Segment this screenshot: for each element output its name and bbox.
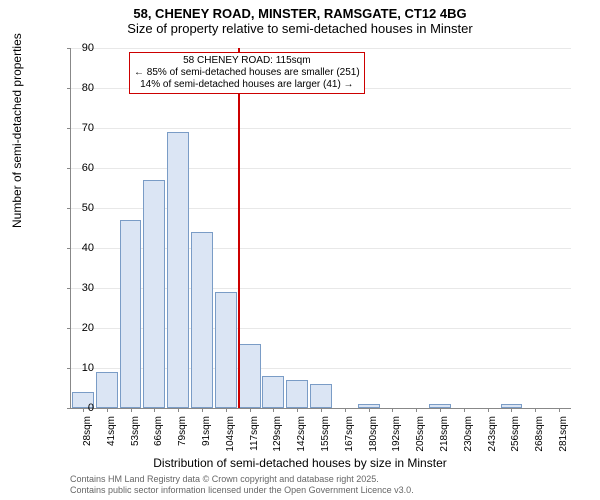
ytick-label: 30 <box>64 282 94 294</box>
ytick-label: 70 <box>64 122 94 134</box>
xtick-label: 28sqm <box>82 416 93 456</box>
histogram-bar <box>143 180 165 408</box>
histogram-bar <box>239 344 261 408</box>
xtick-label: 281sqm <box>558 416 569 456</box>
xtick-label: 256sqm <box>510 416 521 456</box>
xtick-label: 192sqm <box>391 416 402 456</box>
ytick-label: 10 <box>64 362 94 374</box>
ytick-label: 90 <box>64 42 94 54</box>
histogram-bar <box>191 232 213 408</box>
xtick-mark <box>297 408 298 412</box>
ytick-label: 0 <box>64 402 94 414</box>
histogram-bar <box>96 372 118 408</box>
gridline <box>71 168 571 169</box>
xtick-mark <box>511 408 512 412</box>
xtick-label: 79sqm <box>177 416 188 456</box>
x-axis-label: Distribution of semi-detached houses by … <box>0 456 600 470</box>
xtick-mark <box>488 408 489 412</box>
xtick-mark <box>440 408 441 412</box>
xtick-label: 129sqm <box>272 416 283 456</box>
histogram-bar <box>286 380 308 408</box>
xtick-mark <box>202 408 203 412</box>
y-axis-label: Number of semi-detached properties <box>10 33 24 228</box>
ytick-label: 50 <box>64 202 94 214</box>
ytick-label: 40 <box>64 242 94 254</box>
reference-line <box>238 48 240 408</box>
xtick-label: 104sqm <box>225 416 236 456</box>
xtick-label: 230sqm <box>463 416 474 456</box>
xtick-label: 91sqm <box>201 416 212 456</box>
histogram-bar <box>310 384 332 408</box>
xtick-mark <box>369 408 370 412</box>
chart-container: 58, CHENEY ROAD, MINSTER, RAMSGATE, CT12… <box>0 0 600 500</box>
xtick-mark <box>535 408 536 412</box>
histogram-bar <box>215 292 237 408</box>
gridline <box>71 48 571 49</box>
xtick-label: 117sqm <box>249 416 260 456</box>
xtick-label: 53sqm <box>130 416 141 456</box>
xtick-mark <box>131 408 132 412</box>
xtick-label: 243sqm <box>487 416 498 456</box>
chart-title: 58, CHENEY ROAD, MINSTER, RAMSGATE, CT12… <box>0 0 600 21</box>
histogram-bar <box>167 132 189 408</box>
histogram-bar <box>120 220 142 408</box>
xtick-label: 66sqm <box>153 416 164 456</box>
xtick-label: 180sqm <box>368 416 379 456</box>
xtick-mark <box>416 408 417 412</box>
xtick-label: 218sqm <box>439 416 450 456</box>
annotation-line: 58 CHENEY ROAD: 115sqm <box>134 55 360 67</box>
xtick-label: 142sqm <box>296 416 307 456</box>
histogram-bar <box>262 376 284 408</box>
xtick-label: 205sqm <box>415 416 426 456</box>
plot-area: 58 CHENEY ROAD: 115sqm← 85% of semi-deta… <box>70 48 571 409</box>
footer-line-2: Contains public sector information licen… <box>70 485 414 496</box>
annotation-box: 58 CHENEY ROAD: 115sqm← 85% of semi-deta… <box>129 52 365 94</box>
xtick-mark <box>250 408 251 412</box>
xtick-mark <box>392 408 393 412</box>
footer-attribution: Contains HM Land Registry data © Crown c… <box>70 474 414 496</box>
xtick-mark <box>559 408 560 412</box>
ytick-label: 20 <box>64 322 94 334</box>
xtick-label: 167sqm <box>344 416 355 456</box>
footer-line-1: Contains HM Land Registry data © Crown c… <box>70 474 414 485</box>
annotation-line: ← 85% of semi-detached houses are smalle… <box>134 67 360 79</box>
ytick-label: 60 <box>64 162 94 174</box>
xtick-mark <box>107 408 108 412</box>
ytick-label: 80 <box>64 82 94 94</box>
xtick-mark <box>226 408 227 412</box>
xtick-mark <box>178 408 179 412</box>
xtick-label: 41sqm <box>106 416 117 456</box>
xtick-mark <box>321 408 322 412</box>
xtick-label: 155sqm <box>320 416 331 456</box>
xtick-mark <box>273 408 274 412</box>
xtick-mark <box>154 408 155 412</box>
chart-subtitle: Size of property relative to semi-detach… <box>0 21 600 40</box>
xtick-label: 268sqm <box>534 416 545 456</box>
annotation-line: 14% of semi-detached houses are larger (… <box>134 79 360 91</box>
gridline <box>71 128 571 129</box>
xtick-mark <box>345 408 346 412</box>
xtick-mark <box>464 408 465 412</box>
